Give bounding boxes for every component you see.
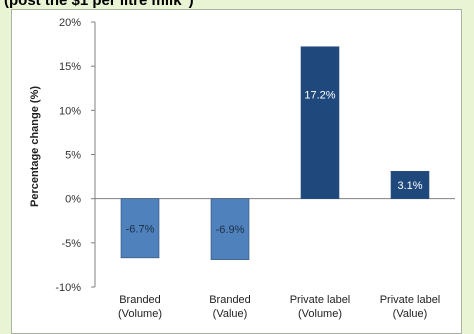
chart-frame: [11, 9, 462, 334]
data-label: -6.7%: [126, 223, 155, 235]
x-tick-label: Branded (Value): [209, 294, 251, 320]
data-label: 3.1%: [397, 180, 422, 192]
chart-bars: [120, 46, 430, 260]
x-tick-label: Private label (Value): [380, 294, 441, 320]
y-tick-label: -5%: [61, 238, 81, 250]
chart-axes: -10% -5% 0% 5% 10% 15% 20% Branded (Volume) Brand…: [55, 17, 455, 320]
bar: [210, 198, 250, 260]
bar: [300, 46, 340, 199]
data-label: -6.9%: [216, 224, 245, 236]
y-tick-label: 15%: [59, 61, 81, 73]
y-tick-label: -10%: [55, 282, 81, 294]
bar: [390, 170, 430, 199]
chart-heading: (post the $1 per litre milk"): [4, 0, 194, 9]
x-tick-label: Private label (Volume): [290, 294, 351, 320]
x-tick-label: Branded (Volume): [118, 294, 162, 320]
y-tick-label: 10%: [59, 105, 81, 117]
y-tick-label: 0%: [65, 194, 81, 206]
bar: [120, 198, 160, 259]
chart-data-labels: -6.7% -6.9% 17.2% 3.1%: [126, 90, 423, 236]
y-axis-label: Percentage change (%): [29, 86, 41, 207]
data-label: 17.2%: [304, 90, 335, 102]
y-tick-label: 20%: [59, 17, 81, 29]
y-tick-label: 5%: [65, 150, 81, 162]
